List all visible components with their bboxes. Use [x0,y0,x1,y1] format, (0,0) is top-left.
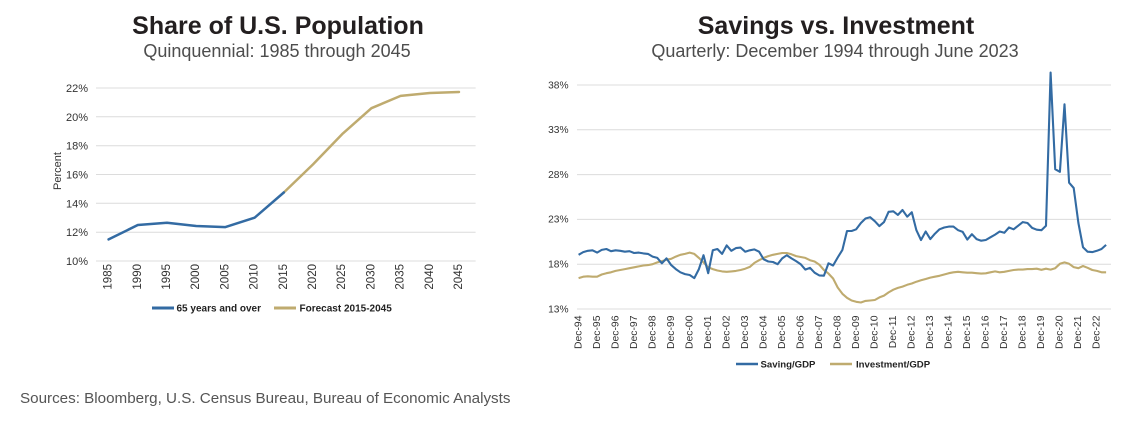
svg-text:2025: 2025 [336,264,348,290]
svg-text:Dec-96: Dec-96 [610,315,621,349]
svg-text:1995: 1995 [161,264,173,290]
svg-text:2035: 2035 [395,264,407,290]
svg-text:16%: 16% [66,170,88,182]
svg-text:2005: 2005 [219,264,231,290]
svg-text:Dec-10: Dec-10 [870,315,881,349]
svg-text:Dec-99: Dec-99 [666,315,677,349]
svg-text:Dec-18: Dec-18 [1018,315,1029,349]
svg-text:Dec-08: Dec-08 [832,315,843,349]
svg-text:Dec-95: Dec-95 [592,315,603,349]
svg-text:Dec-19: Dec-19 [1036,315,1047,349]
svg-text:Dec-97: Dec-97 [629,315,640,349]
svg-text:Dec-05: Dec-05 [777,315,788,349]
svg-text:Dec-11: Dec-11 [888,315,899,348]
svg-text:Investment/GDP: Investment/GDP [856,360,931,371]
svg-text:22%: 22% [66,83,88,95]
svg-text:Dec-02: Dec-02 [721,315,732,349]
svg-text:Saving/GDP: Saving/GDP [761,360,817,371]
svg-text:65 years and over: 65 years and over [177,304,262,315]
svg-text:Dec-03: Dec-03 [740,315,751,349]
svg-text:2030: 2030 [365,264,377,290]
svg-text:Dec-14: Dec-14 [944,315,955,349]
svg-text:2045: 2045 [453,264,465,290]
svg-text:Forecast 2015-2045: Forecast 2015-2045 [300,304,393,315]
svg-text:Dec-06: Dec-06 [795,315,806,349]
svg-text:1990: 1990 [132,264,144,290]
svg-text:1985: 1985 [103,264,115,290]
svg-text:14%: 14% [66,198,88,210]
svg-text:12%: 12% [66,227,88,239]
svg-text:Dec-16: Dec-16 [981,315,992,349]
svg-text:Dec-04: Dec-04 [758,315,769,349]
svg-text:Dec-01: Dec-01 [703,315,714,349]
svg-text:18%: 18% [66,141,88,153]
svg-text:Percent: Percent [52,152,64,190]
svg-text:Dec-20: Dec-20 [1055,315,1066,349]
svg-text:23%: 23% [548,215,568,226]
svg-text:38%: 38% [548,80,568,91]
svg-text:Dec-15: Dec-15 [962,315,973,349]
svg-text:18%: 18% [548,260,568,271]
svg-text:2015: 2015 [278,264,290,290]
svg-text:Dec-21: Dec-21 [1073,315,1084,349]
svg-text:10%: 10% [66,256,88,268]
svg-text:Dec-07: Dec-07 [814,315,825,349]
svg-text:Dec-98: Dec-98 [647,315,658,349]
svg-text:2010: 2010 [249,264,261,290]
svg-text:13%: 13% [548,304,568,315]
svg-text:Dec-00: Dec-00 [684,315,695,349]
svg-text:Dec-09: Dec-09 [851,315,862,349]
svg-text:28%: 28% [548,170,568,181]
svg-text:20%: 20% [66,112,88,124]
svg-text:Dec-13: Dec-13 [925,315,936,349]
svg-text:33%: 33% [548,125,568,136]
svg-text:Dec-17: Dec-17 [999,315,1010,349]
svg-text:Dec-12: Dec-12 [907,315,918,349]
svg-text:2000: 2000 [190,264,202,290]
svg-text:2040: 2040 [424,264,436,290]
svg-text:2020: 2020 [307,264,319,290]
svg-text:Dec-94: Dec-94 [573,315,584,349]
svg-text:Dec-22: Dec-22 [1092,315,1103,349]
